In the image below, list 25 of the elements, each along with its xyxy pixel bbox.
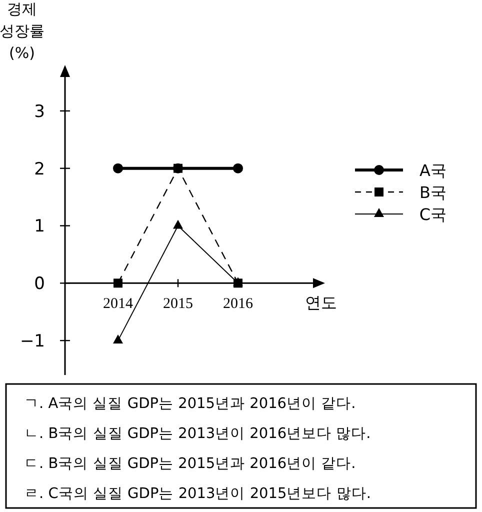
annotation: ㄷ. B국의 실질 GDP는 2015년과 2016년이 같다. bbox=[24, 456, 356, 472]
legend-label: A국 bbox=[420, 161, 446, 180]
xtick: 2015 bbox=[163, 296, 193, 312]
legend-label: B국 bbox=[420, 183, 446, 202]
ytick: 1 bbox=[34, 216, 45, 237]
point bbox=[174, 164, 182, 173]
point bbox=[114, 278, 122, 288]
xtick: 2016 bbox=[223, 296, 253, 312]
point bbox=[233, 163, 243, 174]
annotation: ㄴ. B국의 실질 GDP는 2013년이 2016년보다 많다. bbox=[24, 426, 371, 442]
xtick: 2014 bbox=[103, 296, 133, 312]
ytick: 3 bbox=[34, 102, 45, 122]
ylabel: (%) bbox=[9, 44, 35, 62]
point bbox=[113, 163, 123, 174]
point bbox=[173, 220, 183, 229]
annotation: ㄱ. A국의 실질 GDP는 2015년과 2016년이 같다. bbox=[24, 396, 356, 412]
ytick: 2 bbox=[34, 159, 45, 180]
ylabel: 성장률 bbox=[0, 22, 44, 40]
ytick: 0 bbox=[34, 274, 45, 294]
legend-label: C국 bbox=[419, 205, 447, 224]
annotation: ㄹ. C국의 실질 GDP는 2013년이 2015년보다 많다. bbox=[24, 486, 371, 502]
ylabel: 경제 bbox=[7, 0, 37, 18]
xlabel: 연도 bbox=[305, 293, 337, 312]
point bbox=[113, 334, 123, 344]
ytick: −1 bbox=[20, 332, 45, 352]
